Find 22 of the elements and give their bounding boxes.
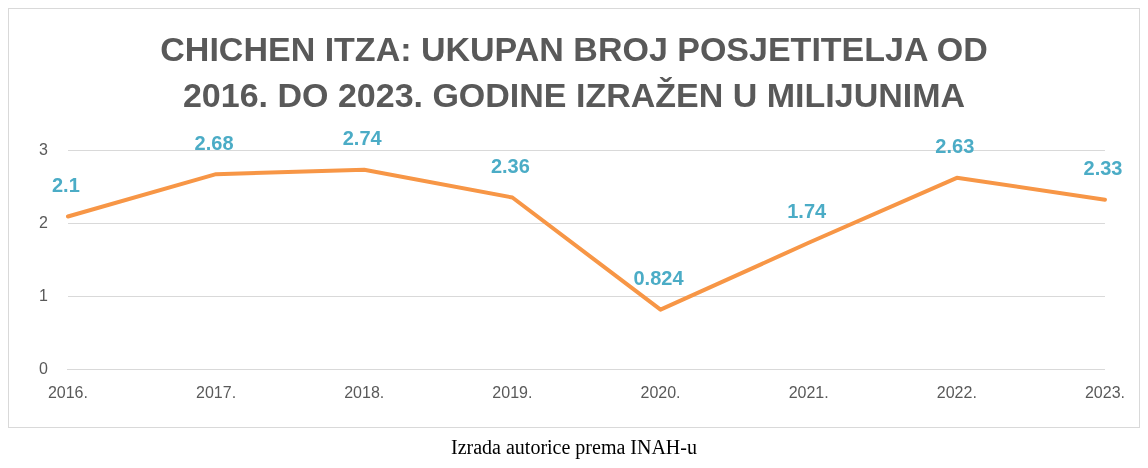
data-label: 2.33: [1083, 157, 1123, 180]
x-tick-label: 2019.: [492, 383, 533, 401]
data-label: 2.36: [490, 155, 530, 178]
data-label: 0.824: [633, 267, 685, 290]
data-label: 2.74: [342, 127, 383, 150]
y-tick-label: 1: [38, 287, 48, 305]
data-label: 2.63: [935, 135, 975, 158]
x-tick-label: 2018.: [344, 383, 385, 401]
x-tick-label: 2020.: [640, 383, 681, 401]
y-tick-label: 3: [38, 141, 48, 159]
x-tick-label: 2023.: [1084, 383, 1125, 401]
y-tick-label: 0: [38, 360, 48, 378]
x-tick-label: 2017.: [196, 383, 237, 401]
text: Izrada autorice prema INAH-u: [450, 436, 698, 459]
data-label: 2.68: [194, 131, 234, 154]
x-tick-label: 2021.: [788, 383, 829, 401]
x-tick-label: 2022.: [936, 383, 977, 401]
data-label: 2.1: [51, 174, 80, 197]
data-label: 1.74: [787, 200, 828, 223]
chart-title: CHICHEN ITZA: UKUPAN BROJ POSJETITELJA OD 2016. DO 2023. GODINE IZRAŽEN U MILIJUNIMA: [160, 30, 988, 115]
x-tick-label: 2016.: [47, 383, 88, 401]
y-tick-label: 2: [38, 214, 48, 232]
